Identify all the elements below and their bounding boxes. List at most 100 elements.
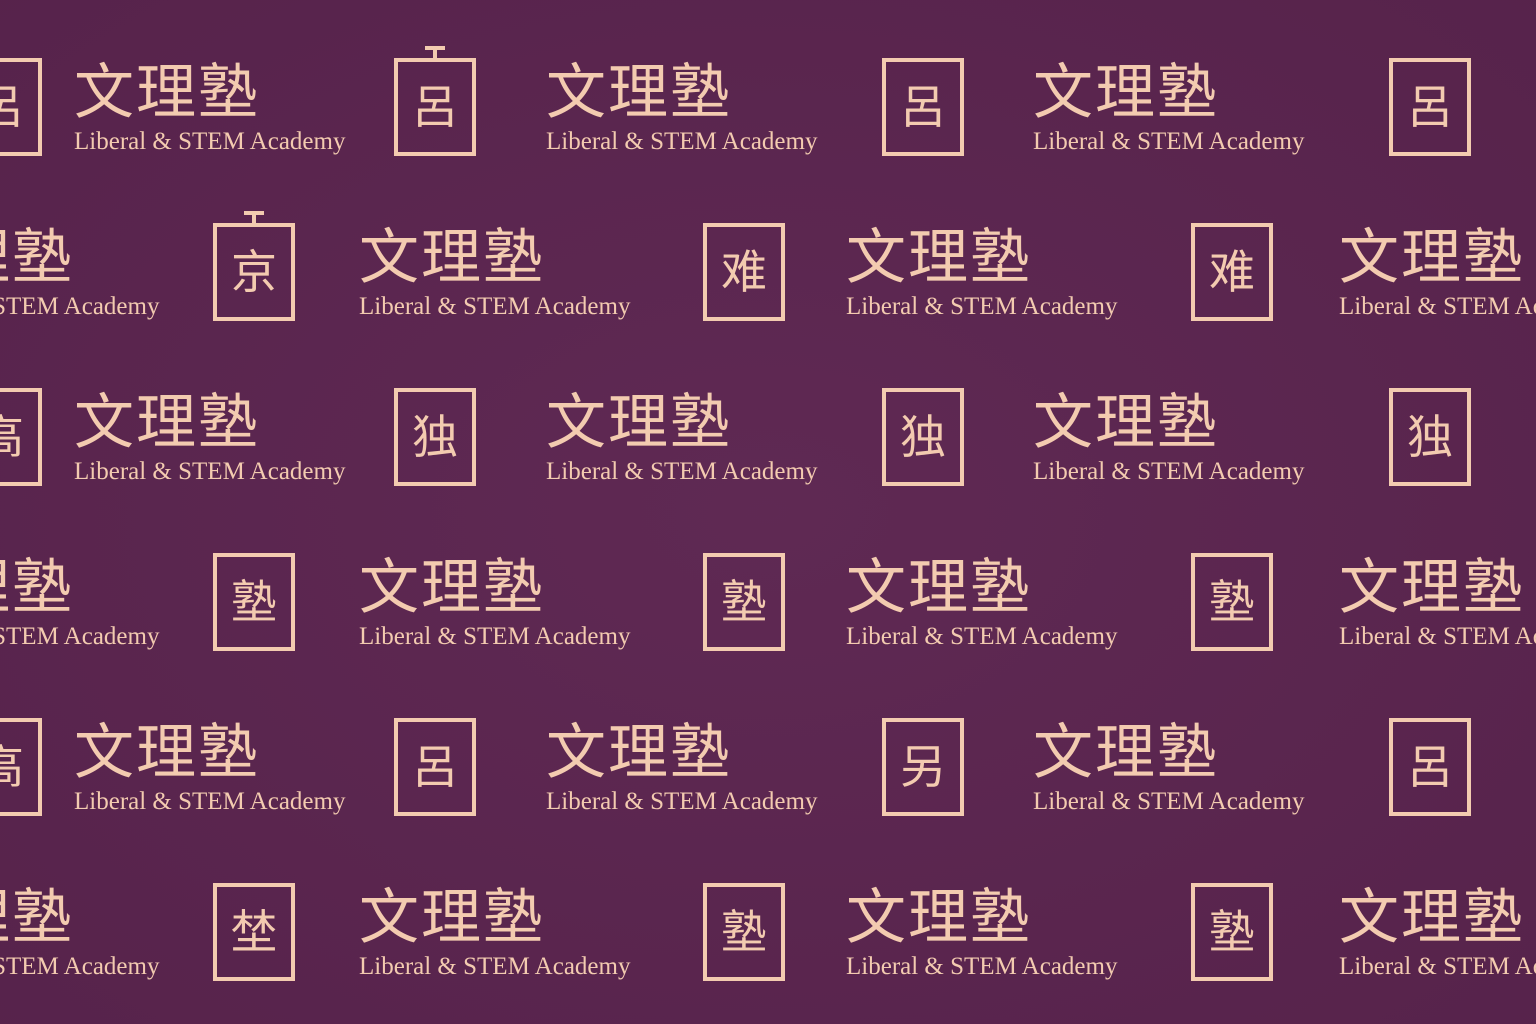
brand-name-en: Liberal & STEM Academy <box>846 293 1118 320</box>
brand-name-cn: 文理塾 <box>0 553 74 623</box>
seal-glyph: 呂 <box>1407 740 1453 794</box>
brand-name-en: Liberal & STEM Academy <box>0 293 160 320</box>
brand-name-en: Liberal & STEM Academy <box>74 128 346 155</box>
brand-name-cn: 文理塾 <box>1033 718 1219 788</box>
brand-name-cn: 文理塾 <box>0 883 74 953</box>
seal-glyph: 埜 <box>231 905 277 959</box>
seal-logo-icon: 高 <box>0 718 42 816</box>
brand-name-cn: 文理塾 <box>1339 883 1525 953</box>
seal-logo-icon: 呂 <box>1389 58 1471 156</box>
brand-name-cn: 文理塾 <box>359 223 545 293</box>
brand-name-cn: 文理塾 <box>846 883 1032 953</box>
seal-glyph: 塾 <box>721 905 767 959</box>
seal-glyph: 难 <box>1209 245 1255 299</box>
brand-name-en: Liberal & STEM Academy <box>0 953 160 980</box>
seal-glyph: 呂 <box>1407 80 1453 134</box>
seal-glyph: 高 <box>0 740 24 794</box>
seal-glyph: 京 <box>231 245 277 299</box>
seal-logo-icon: 塾 <box>703 553 785 651</box>
brand-name-cn: 文理塾 <box>546 718 732 788</box>
brand-name-en: Liberal & STEM Academy <box>1033 788 1305 815</box>
seal-logo-icon: 塾 <box>1191 553 1273 651</box>
brand-name-cn: 文理塾 <box>74 388 260 458</box>
brand-name-en: Liberal & STEM Academy <box>359 623 631 650</box>
brand-name-cn: 文理塾 <box>74 58 260 128</box>
seal-logo-icon: 呂 <box>1389 718 1471 816</box>
brand-name-en: Liberal & STEM Academy <box>846 623 1118 650</box>
brand-name-en: Liberal & STEM Academy <box>546 788 818 815</box>
seal-glyph: 高 <box>0 410 24 464</box>
brand-name-cn: 文理塾 <box>846 553 1032 623</box>
brand-name-en: Liberal & STEM Academy <box>0 623 160 650</box>
brand-name-en: Liberal & STEM Academy <box>546 458 818 485</box>
brand-name-en: Liberal & STEM Academy <box>74 458 346 485</box>
brand-name-en: Liberal & STEM Academy <box>546 128 818 155</box>
brand-name-en: Liberal & STEM Academy <box>1033 458 1305 485</box>
seal-logo-icon: 呂 <box>0 58 42 156</box>
seal-glyph: 呂 <box>900 80 946 134</box>
seal-logo-icon: 难 <box>1191 223 1273 321</box>
seal-glyph: 难 <box>721 245 767 299</box>
seal-glyph: 另 <box>900 740 946 794</box>
brand-name-cn: 文理塾 <box>1033 58 1219 128</box>
brand-name-en: Liberal & STEM Academy <box>1339 953 1536 980</box>
seal-glyph: 塾 <box>1209 575 1255 629</box>
seal-logo-icon: 呂 <box>394 46 476 156</box>
seal-glyph: 塾 <box>1209 905 1255 959</box>
seal-logo-icon: 塾 <box>1191 883 1273 981</box>
seal-logo-icon: 呂 <box>882 58 964 156</box>
seal-logo-icon: 独 <box>394 388 476 486</box>
seal-logo-icon: 独 <box>882 388 964 486</box>
brand-name-en: Liberal & STEM Academy <box>1033 128 1305 155</box>
seal-glyph: 呂 <box>412 740 458 794</box>
brand-name-en: Liberal & STEM Academy <box>846 953 1118 980</box>
seal-glyph: 独 <box>900 410 946 464</box>
seal-logo-icon: 京 <box>213 211 295 321</box>
seal-logo-icon: 塾 <box>213 553 295 651</box>
brand-name-cn: 文理塾 <box>1339 553 1525 623</box>
seal-logo-icon: 呂 <box>394 718 476 816</box>
seal-glyph: 塾 <box>231 575 277 629</box>
brand-name-cn: 文理塾 <box>74 718 260 788</box>
brand-name-cn: 文理塾 <box>1339 223 1525 293</box>
seal-logo-icon: 独 <box>1389 388 1471 486</box>
seal-logo-icon: 埜 <box>213 883 295 981</box>
seal-glyph: 呂 <box>412 80 458 134</box>
seal-glyph: 独 <box>1407 410 1453 464</box>
brand-name-cn: 文理塾 <box>1033 388 1219 458</box>
brand-name-cn: 文理塾 <box>846 223 1032 293</box>
seal-glyph: 独 <box>412 410 458 464</box>
brand-name-cn: 文理塾 <box>359 883 545 953</box>
seal-logo-icon: 难 <box>703 223 785 321</box>
brand-name-en: Liberal & STEM Academy <box>359 953 631 980</box>
seal-logo-icon: 高 <box>0 388 42 486</box>
brand-name-en: Liberal & STEM Academy <box>1339 623 1536 650</box>
brand-name-cn: 文理塾 <box>359 553 545 623</box>
seal-glyph: 呂 <box>0 80 24 134</box>
seal-glyph: 塾 <box>721 575 767 629</box>
brand-name-cn: 文理塾 <box>546 388 732 458</box>
brand-name-en: Liberal & STEM Academy <box>74 788 346 815</box>
seal-logo-icon: 另 <box>882 718 964 816</box>
brand-name-cn: 文理塾 <box>0 223 74 293</box>
